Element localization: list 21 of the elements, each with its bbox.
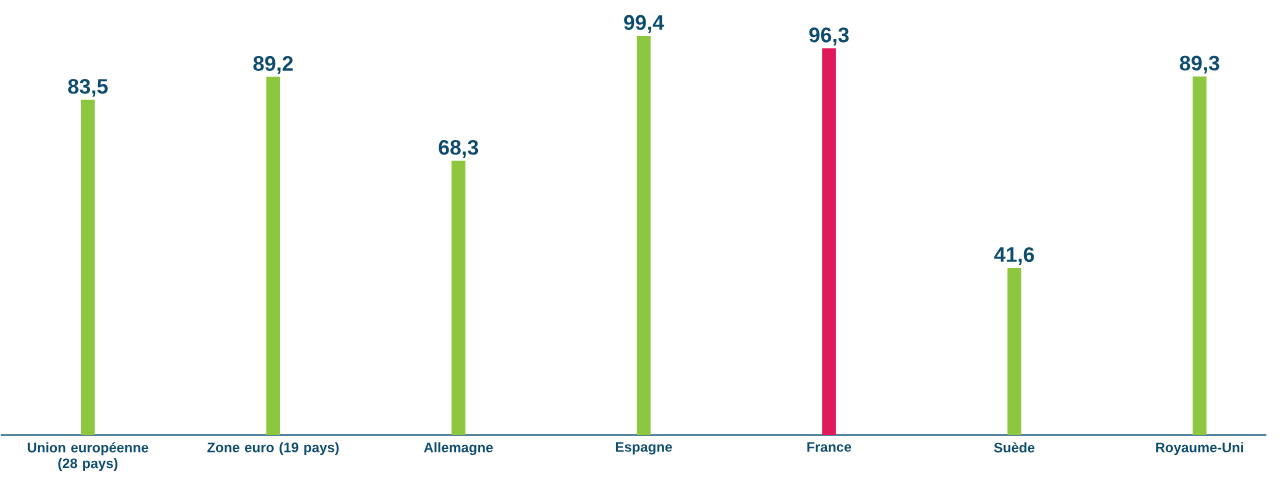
data-label: 89,3 — [1179, 55, 1220, 74]
bar — [1192, 76, 1207, 435]
data-label: 41,6 — [994, 247, 1034, 266]
x-tick-label: Allemagne — [423, 442, 493, 456]
bar — [822, 48, 836, 435]
data-label: 89,2 — [253, 56, 293, 74]
bar — [81, 99, 95, 435]
bar — [266, 76, 281, 435]
x-tick-label: Suède — [994, 442, 1035, 453]
bar — [636, 35, 651, 435]
x-tick-label: Espagne — [615, 442, 672, 455]
bar — [1007, 267, 1022, 435]
x-tick-label: France — [807, 442, 852, 452]
data-label: 83,5 — [68, 78, 108, 97]
data-label: 99,4 — [624, 15, 665, 33]
x-tick-label: Zone euro (19 pays) — [207, 442, 339, 456]
data-label: 68,3 — [438, 139, 479, 158]
data-label: 96,3 — [809, 27, 849, 46]
bar — [451, 160, 466, 435]
x-tick-label: Union européenne (28 pays) — [27, 442, 149, 471]
x-tick-label: Royaume-Uni — [1156, 442, 1244, 456]
